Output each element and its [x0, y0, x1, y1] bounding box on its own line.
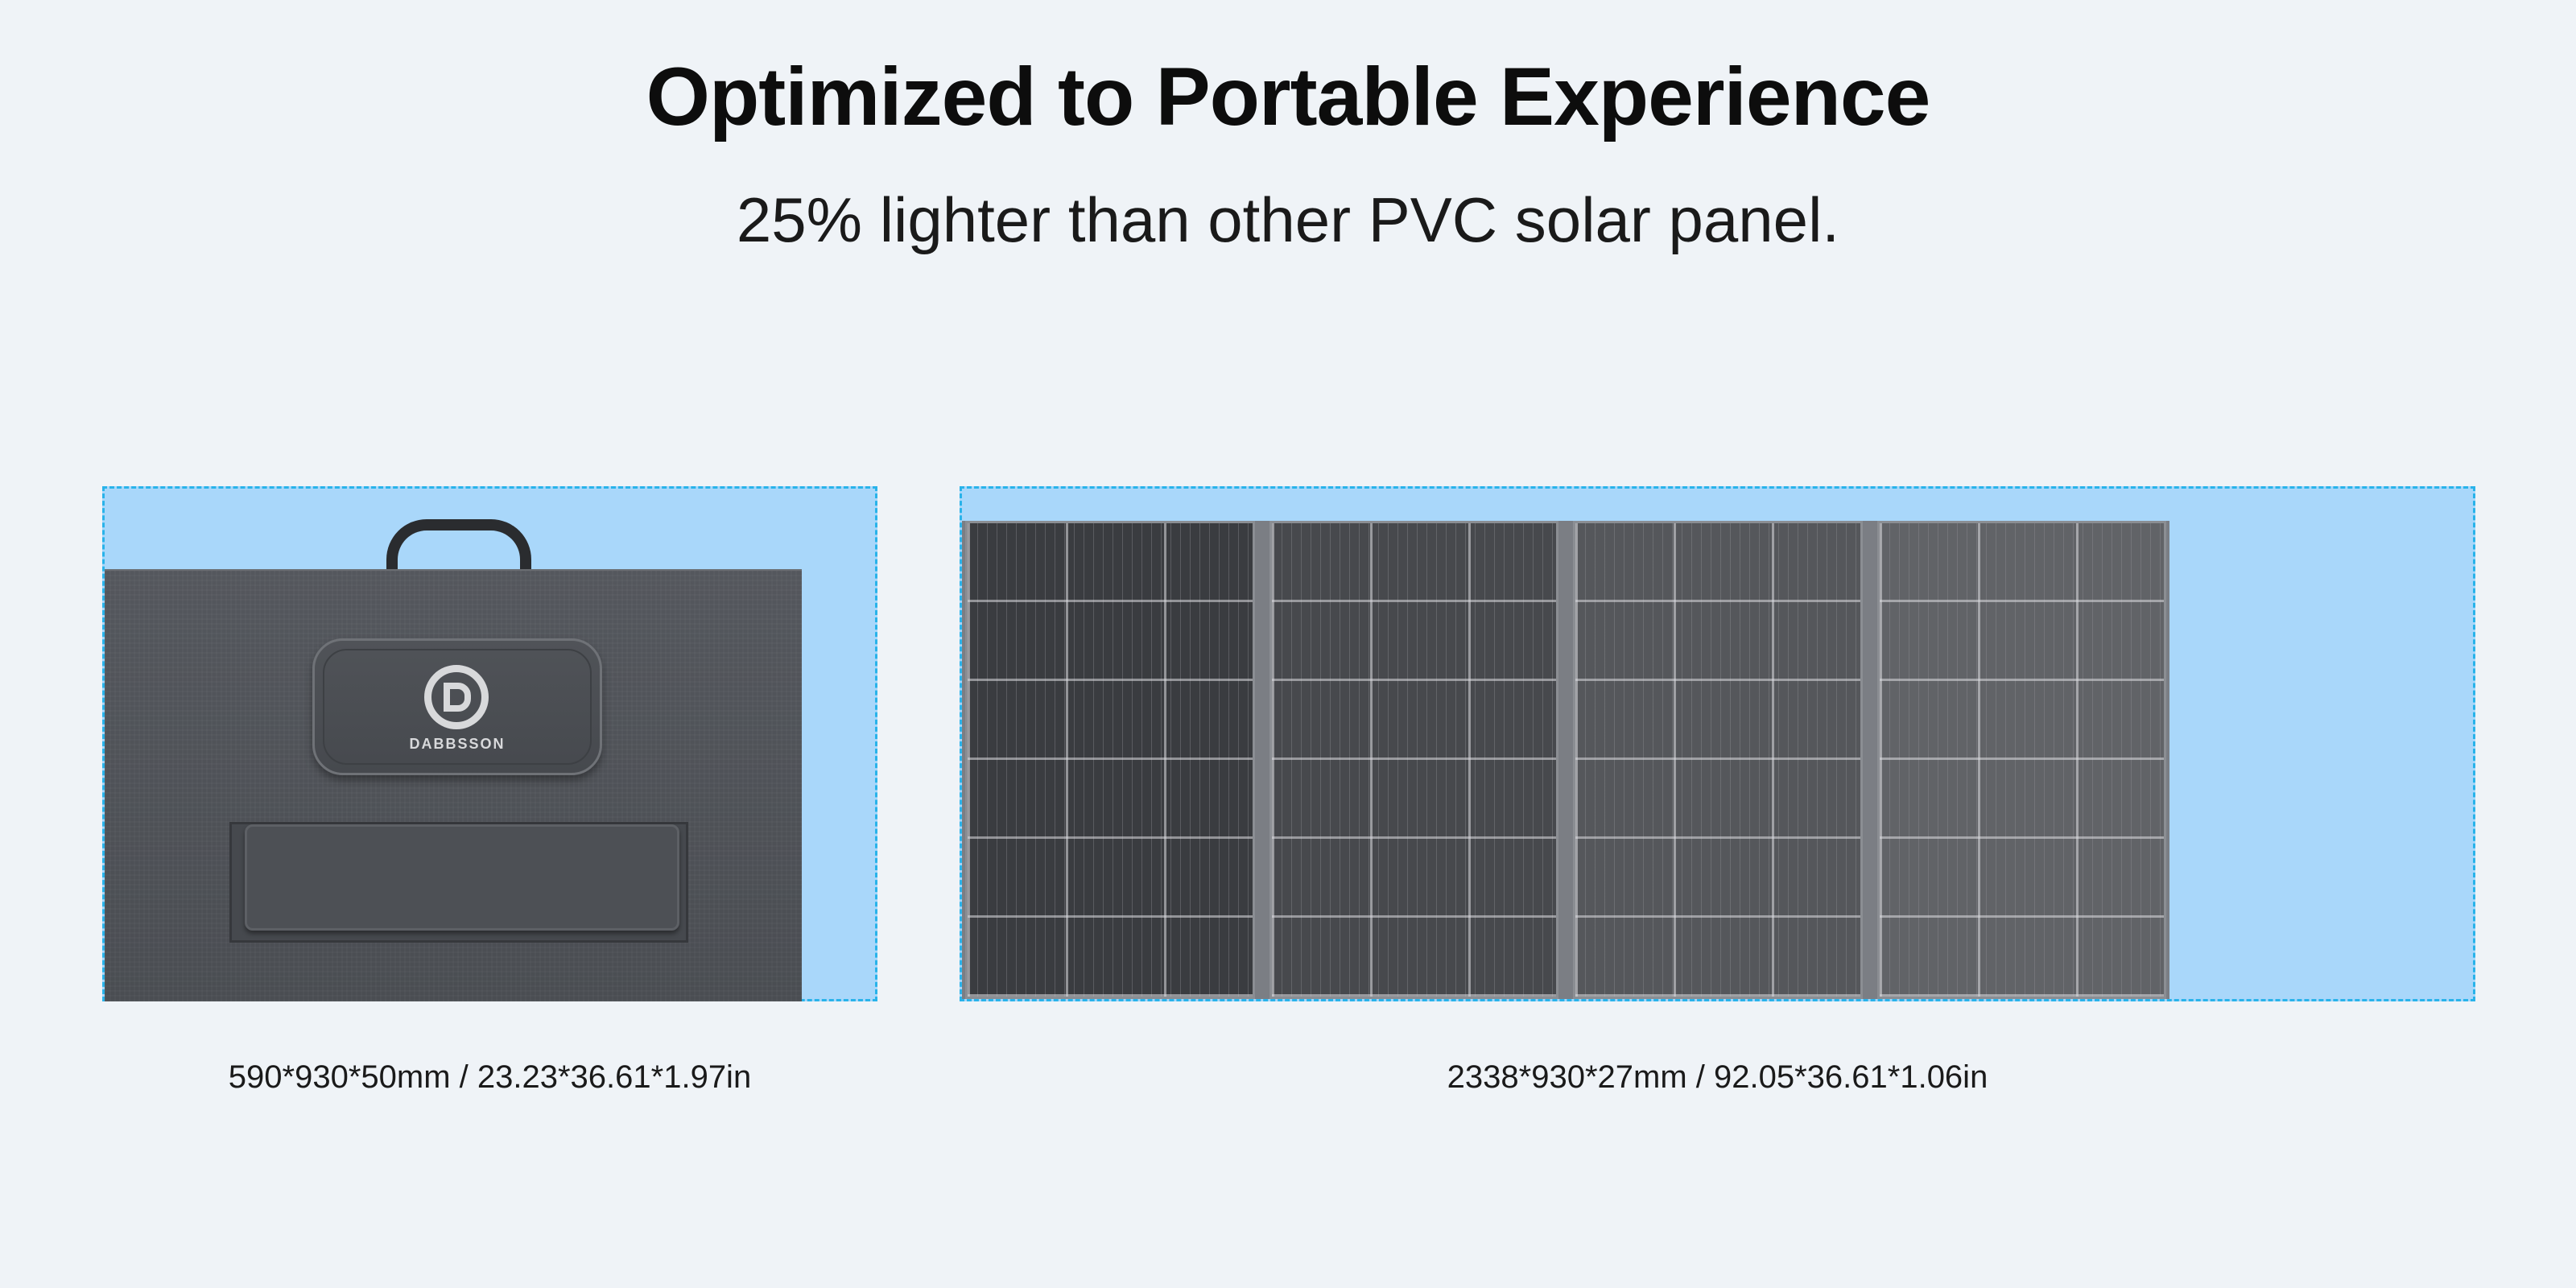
solar-panel-section	[965, 521, 1255, 999]
page-title: Optimized to Portable Experience	[646, 51, 1931, 142]
unfolded-solar-panel-image	[962, 521, 2169, 999]
folded-solar-panel-image: DABBSSON	[105, 569, 802, 1001]
brand-name: DABBSSON	[409, 736, 506, 752]
solar-panel-section	[1573, 521, 1863, 999]
folded-dimensions-caption: 590*930*50mm / 23.23*36.61*1.97in	[228, 1059, 752, 1095]
solar-panel-section	[1876, 521, 2166, 999]
unfolded-panel-outline	[960, 486, 2475, 1001]
solar-panel-section	[1269, 521, 1558, 999]
pouch-zipper	[323, 649, 592, 765]
brand-logo-letter	[444, 683, 471, 712]
page-subtitle: 25% lighter than other PVC solar panel.	[736, 184, 1840, 255]
brand-logo-icon	[424, 665, 489, 729]
kickstand-cover	[245, 824, 679, 931]
kickstand-plate	[229, 822, 688, 943]
unfolded-dimensions-caption: 2338*930*27mm / 92.05*36.61*1.06in	[1447, 1059, 1988, 1095]
carry-handle	[386, 519, 531, 576]
accessory-pouch: DABBSSON	[312, 638, 602, 775]
folded-panel-outline: DABBSSON	[102, 486, 877, 1001]
